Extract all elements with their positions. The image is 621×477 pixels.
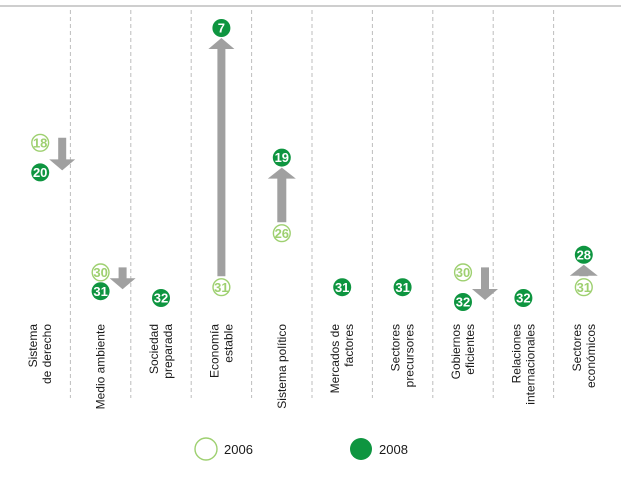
marker-2006: 18 (31, 133, 50, 152)
marker-2008: 32 (514, 289, 533, 307)
category-label: Sectoresprecursores (389, 324, 417, 387)
rank-label-2008: 32 (516, 291, 530, 306)
legend: 2006 2008 (194, 437, 408, 461)
marker-2008: 31 (91, 282, 110, 301)
arrows-layer (49, 38, 598, 300)
category-label: Sociedadpreparada (147, 324, 175, 379)
x-axis-labels: Sistemade derecho Medio ambiente Sociedadp… (26, 324, 598, 410)
legend-swatch (350, 438, 372, 460)
category-label: Gobiernoseficientes (449, 324, 477, 379)
rank-label-2008: 19 (275, 150, 289, 165)
category-label: Medio ambiente (94, 324, 108, 410)
legend-label: 2008 (379, 442, 408, 457)
category-label: Sistemade derecho (26, 324, 54, 384)
legend-label: 2006 (224, 442, 253, 457)
rank-change-arrow (208, 38, 235, 277)
rank-change-arrow (472, 267, 498, 300)
rank-label-2008: 31 (93, 284, 107, 299)
category-label: Sectoreseconómicos (570, 324, 598, 388)
rank-label-2006: 30 (456, 265, 470, 280)
legend-item-2008: 2008 (350, 438, 408, 460)
marker-2008: 19 (272, 148, 291, 167)
rank-label-2008: 32 (154, 291, 168, 306)
marker-2008: 32 (454, 293, 472, 311)
rank-label-2008: 28 (577, 247, 591, 262)
markers-layer: 18 20 30 31 32 31 7 26 19 31 31 30 32 32 31 28 (31, 19, 593, 311)
marker-2008: 32 (152, 289, 170, 307)
marker-2008: 7 (212, 19, 231, 37)
rank-change-arrow (49, 137, 76, 171)
marker-2006: 31 (212, 278, 231, 297)
rank-label-2006: 31 (214, 280, 228, 295)
marker-2006: 31 (574, 278, 593, 297)
category-label: Relacionesinternacionales (509, 324, 537, 405)
rank-label-2006: 18 (33, 135, 47, 150)
rank-label-2008: 32 (456, 295, 470, 310)
rank-label-2008: 31 (395, 280, 409, 295)
marker-2008: 31 (333, 278, 352, 297)
legend-swatch (194, 437, 218, 461)
marker-2006: 30 (91, 263, 110, 282)
grid-lines (69, 10, 555, 398)
rank-label-2008: 31 (335, 280, 349, 295)
marker-2008: 31 (393, 278, 412, 297)
rank-label-2006: 31 (577, 280, 591, 295)
rank-label-2008: 20 (33, 165, 47, 180)
category-label: Economíaestable (207, 324, 235, 378)
rank-change-arrow (569, 264, 598, 277)
marker-2008: 20 (31, 163, 50, 182)
rank-change-arrow (109, 267, 136, 290)
rank-label-2006: 30 (93, 265, 107, 280)
rank-label-2006: 26 (275, 226, 289, 241)
marker-2006: 30 (453, 263, 473, 282)
category-label: Mercados defactores (328, 324, 356, 394)
category-label: Sistema político (275, 324, 289, 409)
rank-change-arrow (267, 167, 296, 223)
rank-label-2008: 7 (218, 21, 225, 36)
marker-2008: 28 (574, 245, 593, 264)
legend-item-2006: 2006 (194, 437, 253, 461)
marker-2006: 26 (272, 224, 291, 243)
